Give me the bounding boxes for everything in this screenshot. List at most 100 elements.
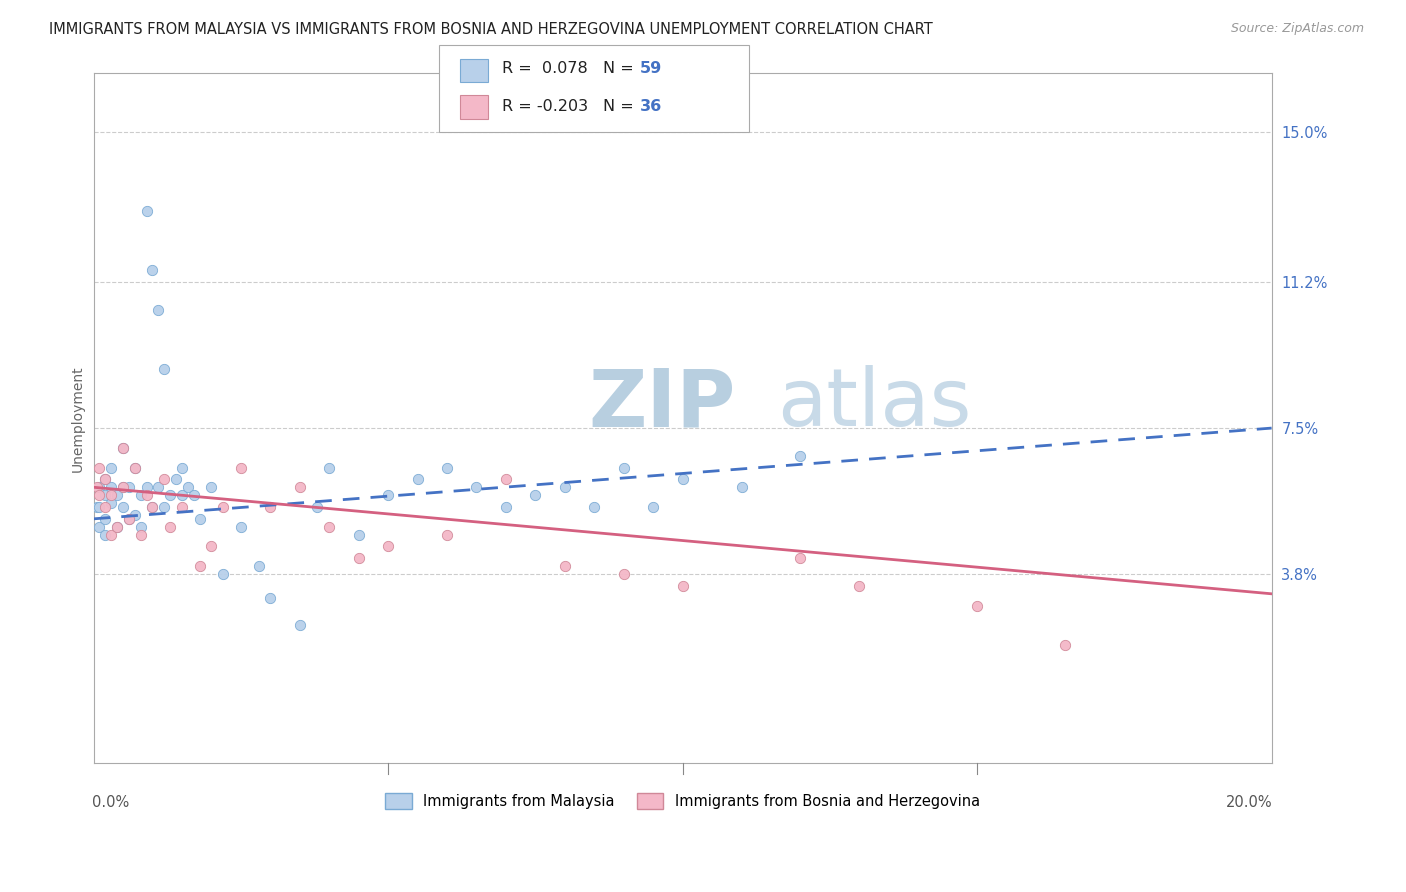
Point: [406, 472, 429, 486]
Point: [524, 488, 547, 502]
Point: [118, 480, 141, 494]
Point: [100, 496, 122, 510]
Point: [183, 488, 205, 502]
Point: [259, 591, 281, 605]
Text: R =  0.078: R = 0.078: [502, 62, 588, 76]
Point: [966, 599, 988, 613]
Point: [789, 551, 811, 566]
Point: [89, 500, 111, 514]
Point: [159, 520, 181, 534]
Legend: Immigrants from Malaysia, Immigrants from Bosnia and Herzegovina: Immigrants from Malaysia, Immigrants fro…: [380, 788, 986, 815]
Point: [89, 520, 111, 534]
Point: [789, 449, 811, 463]
Point: [148, 302, 170, 317]
Point: [188, 512, 211, 526]
Point: [229, 520, 252, 534]
Point: [288, 480, 311, 494]
Text: IMMIGRANTS FROM MALAYSIA VS IMMIGRANTS FROM BOSNIA AND HERZEGOVINA UNEMPLOYMENT : IMMIGRANTS FROM MALAYSIA VS IMMIGRANTS F…: [49, 22, 934, 37]
Point: [118, 512, 141, 526]
Point: [111, 441, 134, 455]
Text: atlas: atlas: [778, 366, 972, 443]
Point: [436, 527, 458, 541]
Point: [94, 472, 117, 486]
Point: [229, 460, 252, 475]
Point: [105, 520, 128, 534]
Point: [730, 480, 752, 494]
Point: [671, 472, 693, 486]
Point: [495, 472, 517, 486]
Point: [347, 551, 370, 566]
Point: [105, 488, 128, 502]
Point: [153, 472, 176, 486]
Point: [124, 460, 146, 475]
Point: [94, 500, 117, 514]
Point: [643, 500, 665, 514]
Point: [100, 460, 122, 475]
Text: 20.0%: 20.0%: [1226, 795, 1272, 810]
Point: [141, 263, 163, 277]
Text: 36: 36: [640, 99, 662, 113]
Point: [347, 527, 370, 541]
Point: [94, 527, 117, 541]
Point: [129, 520, 152, 534]
Point: [111, 480, 134, 494]
Point: [318, 520, 340, 534]
Point: [94, 512, 117, 526]
Text: N =: N =: [603, 62, 640, 76]
Point: [436, 460, 458, 475]
Point: [86, 480, 108, 494]
Point: [848, 579, 870, 593]
Text: Source: ZipAtlas.com: Source: ZipAtlas.com: [1230, 22, 1364, 36]
Point: [148, 480, 170, 494]
Point: [188, 559, 211, 574]
Point: [671, 579, 693, 593]
Point: [159, 488, 181, 502]
Point: [118, 512, 141, 526]
Point: [554, 559, 576, 574]
Point: [259, 500, 281, 514]
Point: [141, 500, 163, 514]
Point: [554, 480, 576, 494]
Text: R = -0.203: R = -0.203: [502, 99, 588, 113]
Text: 59: 59: [640, 62, 662, 76]
Point: [86, 500, 108, 514]
Point: [153, 362, 176, 376]
Point: [89, 488, 111, 502]
Text: 0.0%: 0.0%: [93, 795, 129, 810]
Y-axis label: Unemployment: Unemployment: [72, 365, 86, 472]
Point: [170, 460, 193, 475]
Point: [111, 500, 134, 514]
Point: [135, 204, 157, 219]
Text: ZIP: ZIP: [588, 366, 735, 443]
Point: [247, 559, 270, 574]
Point: [100, 488, 122, 502]
Point: [212, 500, 235, 514]
Point: [200, 480, 222, 494]
Point: [124, 460, 146, 475]
Point: [377, 540, 399, 554]
Point: [141, 500, 163, 514]
Point: [613, 567, 636, 582]
Point: [583, 500, 606, 514]
Point: [170, 488, 193, 502]
Point: [89, 480, 111, 494]
Point: [495, 500, 517, 514]
Point: [100, 527, 122, 541]
Point: [177, 480, 200, 494]
Point: [307, 500, 329, 514]
Point: [200, 540, 222, 554]
Point: [1054, 638, 1077, 652]
Point: [111, 480, 134, 494]
Point: [135, 480, 157, 494]
Point: [94, 488, 117, 502]
Point: [377, 488, 399, 502]
Point: [111, 441, 134, 455]
Point: [94, 472, 117, 486]
Point: [153, 500, 176, 514]
Point: [135, 488, 157, 502]
Point: [465, 480, 488, 494]
Point: [613, 460, 636, 475]
Point: [318, 460, 340, 475]
Point: [288, 618, 311, 632]
Point: [165, 472, 187, 486]
